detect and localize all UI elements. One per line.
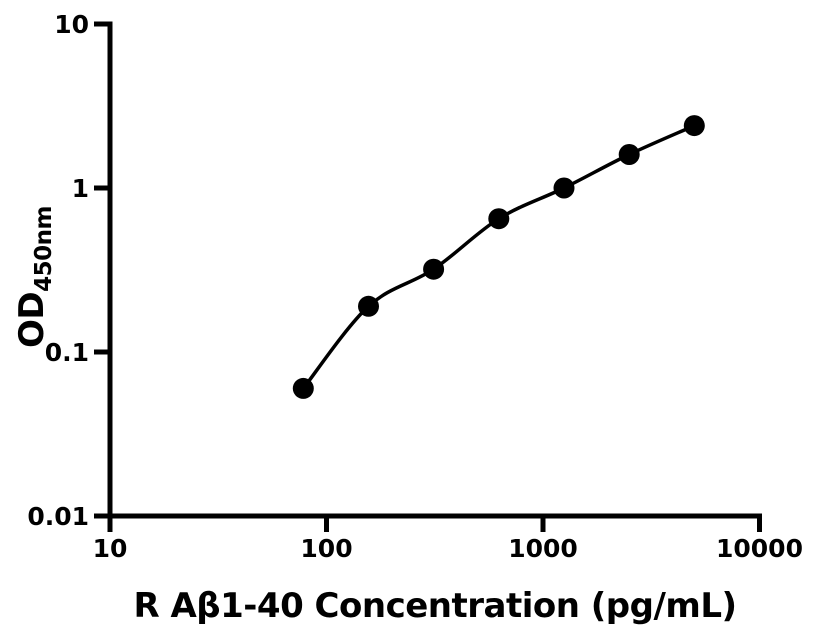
x-tick-label-10: 10 <box>93 534 128 563</box>
x-tick-label-100: 100 <box>300 534 352 563</box>
data-point-5 <box>618 144 640 165</box>
y-axis-title-subscript: 450nm <box>31 206 57 292</box>
data-point-0 <box>292 377 314 399</box>
axes <box>94 21 762 532</box>
data-point-2 <box>423 258 445 280</box>
data-point-3 <box>488 208 510 230</box>
y-tick-label-0.01: 0.01 <box>27 502 89 531</box>
y-axis-tick-labels: 0.01 0.1 1 10 <box>27 10 89 531</box>
y-axis-title-main: OD <box>12 292 52 348</box>
x-axis-tick-labels: 10 100 1000 10000 <box>93 534 803 563</box>
y-tick-label-0.1: 0.1 <box>45 338 89 367</box>
x-tick-label-10000: 10000 <box>716 534 803 563</box>
x-axis-title: R Aβ1-40 Concentration (pg/mL) <box>133 586 736 626</box>
data-point-6 <box>683 115 705 137</box>
data-point-1 <box>358 295 379 317</box>
fit-curve <box>301 123 697 391</box>
data-point-4 <box>553 177 575 199</box>
y-tick-label-10: 10 <box>54 10 89 39</box>
x-tick-label-1000: 1000 <box>508 534 578 563</box>
axis-ticks <box>94 185 546 532</box>
y-tick-label-1: 1 <box>72 174 89 203</box>
data-points <box>292 115 705 399</box>
y-axis-title: OD450nm <box>12 206 57 348</box>
